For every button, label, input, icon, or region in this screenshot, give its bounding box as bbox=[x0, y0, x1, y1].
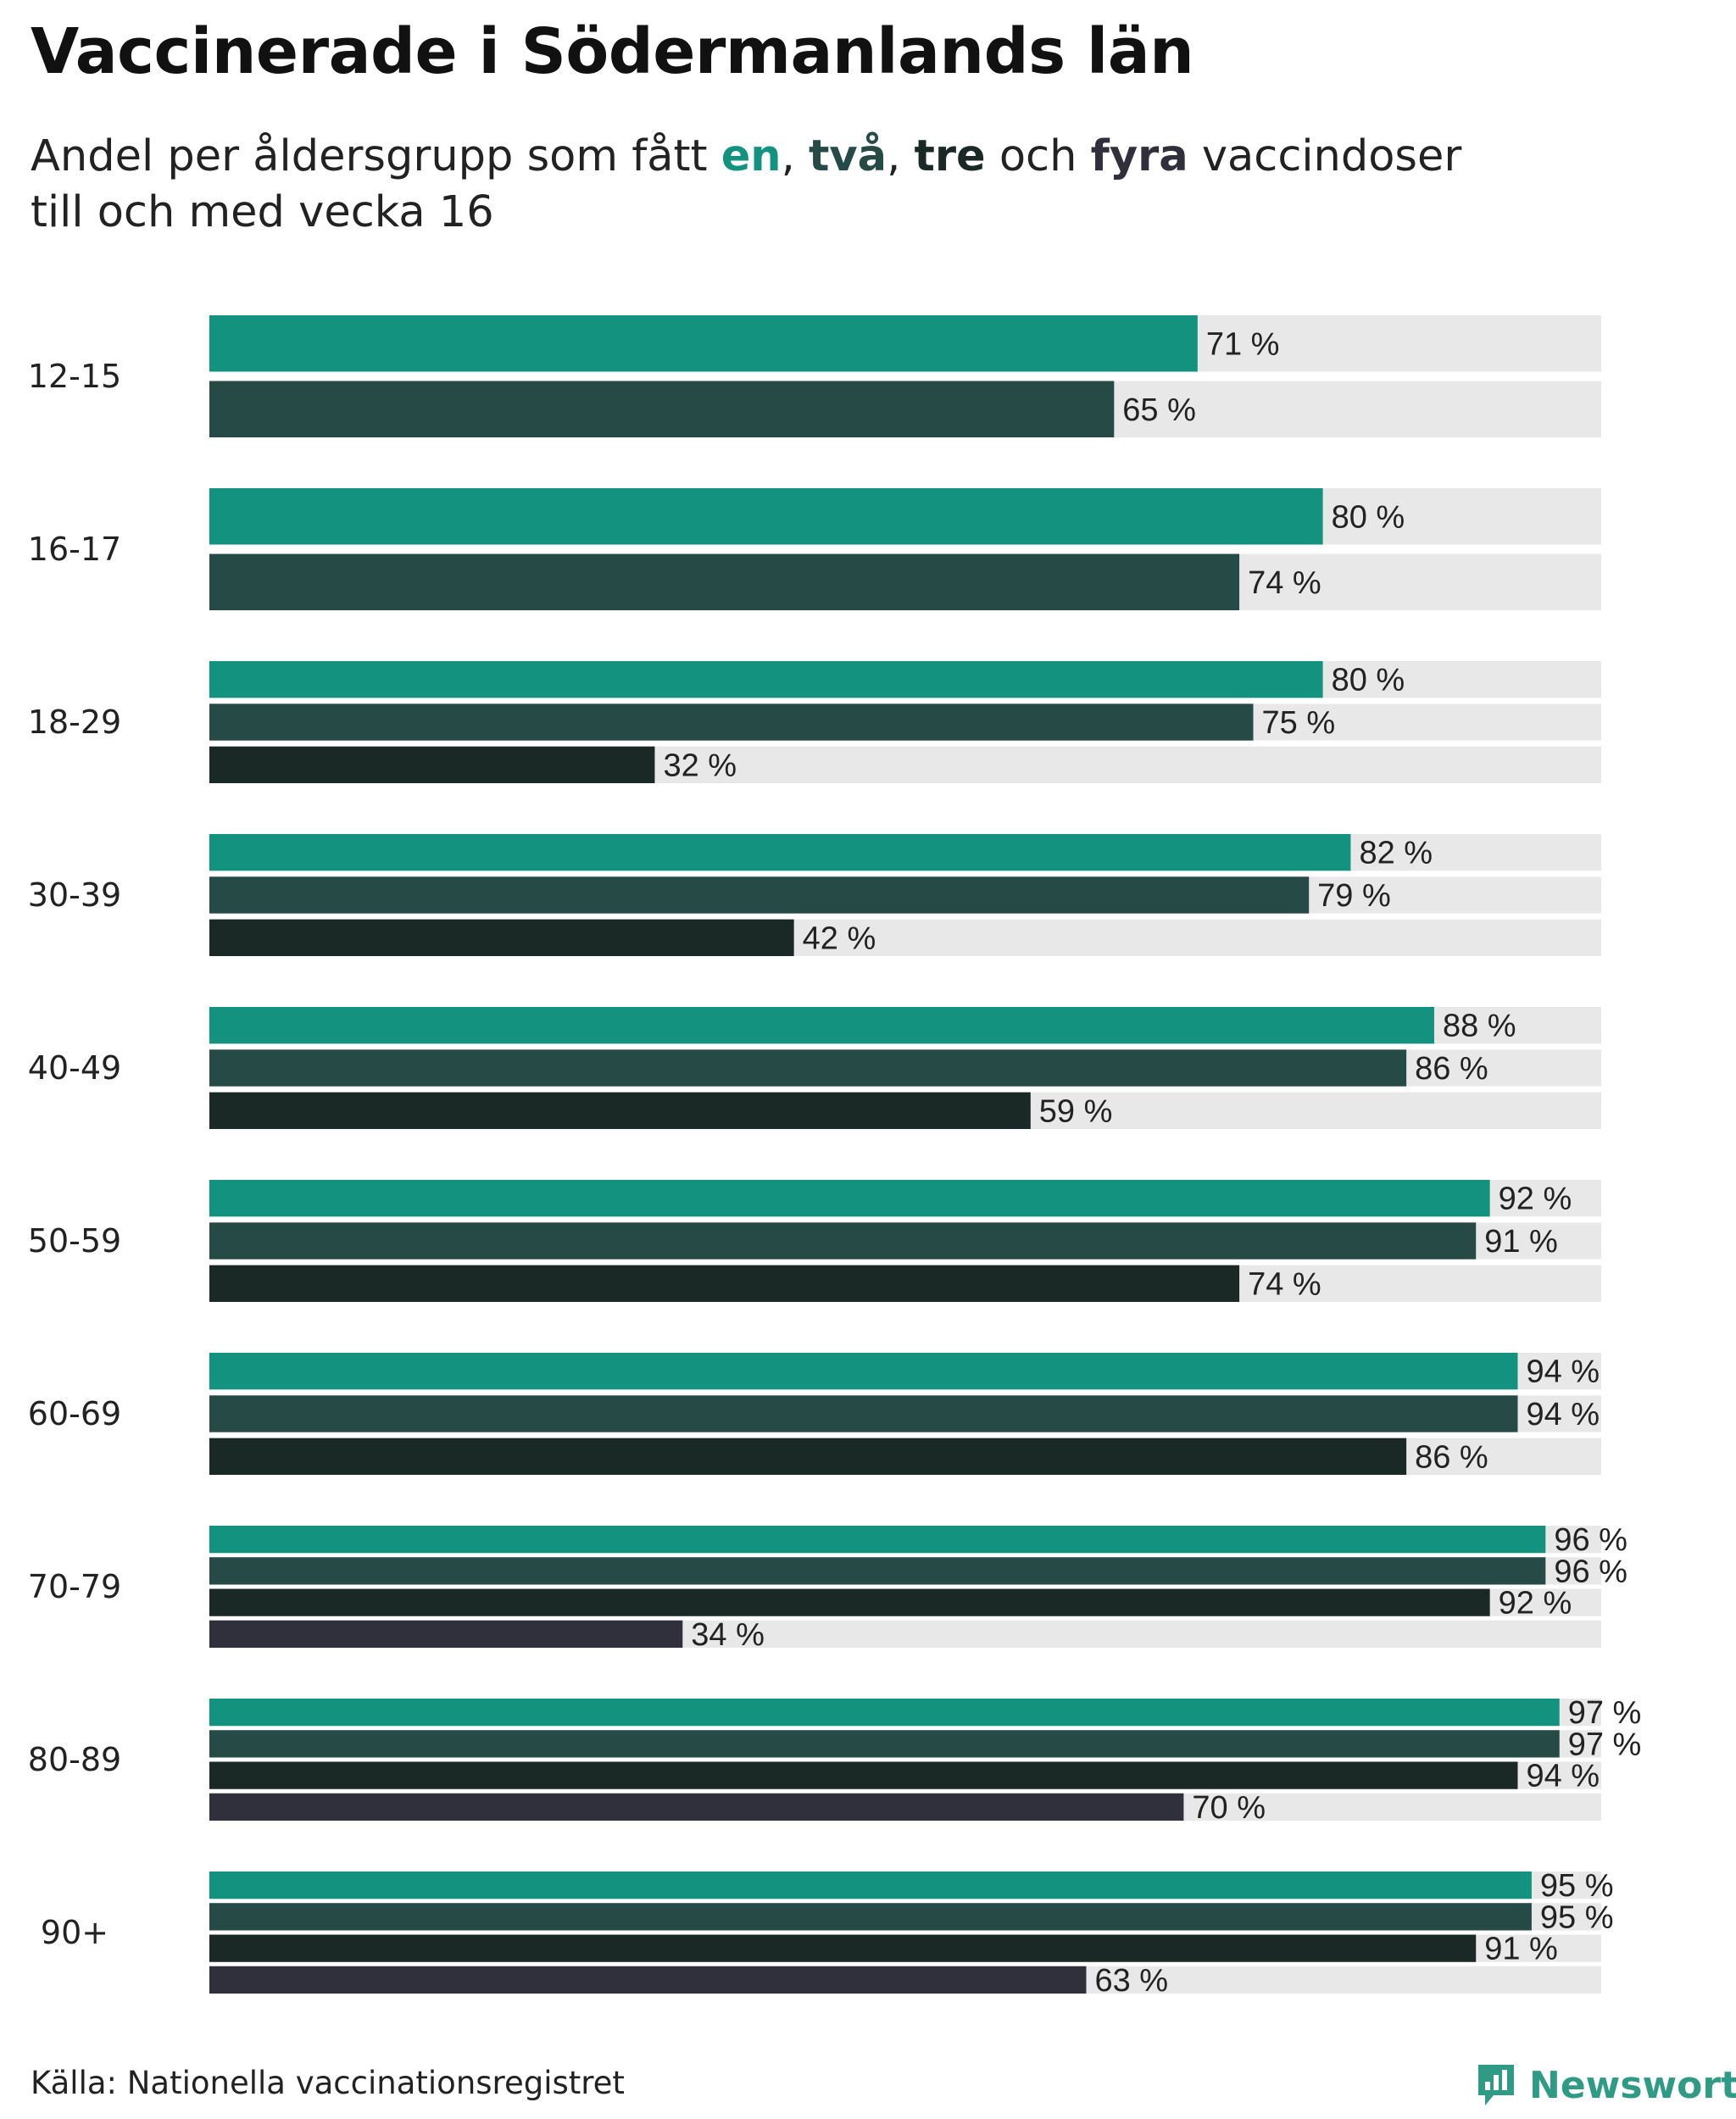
bar-dose-en bbox=[209, 315, 1198, 372]
bar-dose-två bbox=[209, 1049, 1407, 1087]
bar-dose-två bbox=[209, 553, 1240, 610]
bar-value-label: 94 % bbox=[1526, 1397, 1600, 1432]
bar-dose-en bbox=[209, 834, 1351, 871]
bar-value-label: 94 % bbox=[1526, 1354, 1600, 1390]
bar-dose-en bbox=[209, 1353, 1518, 1390]
chart-title: Vaccinerade i Södermanlands län bbox=[31, 15, 1194, 88]
bar-value-label: 74 % bbox=[1248, 565, 1321, 601]
bar-value-label: 59 % bbox=[1039, 1093, 1113, 1129]
bar-dose-en bbox=[209, 661, 1323, 698]
bar-value-label: 95 % bbox=[1540, 1899, 1614, 1935]
bar-dose-två bbox=[209, 704, 1254, 741]
bar-dose-tre bbox=[209, 1092, 1031, 1129]
bar-value-label: 96 % bbox=[1554, 1522, 1628, 1558]
bar-dose-tre bbox=[209, 919, 794, 956]
bar-value-label: 94 % bbox=[1526, 1759, 1600, 1794]
bar-value-label: 97 % bbox=[1568, 1695, 1642, 1731]
age-group-label: 18-29 bbox=[28, 704, 121, 741]
newsworthy-logo: Newsworthy bbox=[1475, 2061, 1736, 2109]
age-group-label: 30-39 bbox=[28, 876, 121, 914]
bar-dose-en bbox=[209, 1872, 1532, 1899]
bar-chart: 12-15 71 % 65 % 16-17 80 % 74 % 18-29 80 % 75 % 3… bbox=[28, 315, 1642, 1999]
bar-value-label: 75 % bbox=[1262, 705, 1336, 741]
subtitle-dose-two: två bbox=[809, 131, 887, 181]
subtitle-separator: , bbox=[781, 131, 810, 181]
bar-value-label: 95 % bbox=[1540, 1868, 1614, 1904]
age-group-label: 60-69 bbox=[28, 1395, 121, 1432]
bar-dose-två bbox=[209, 1730, 1560, 1758]
bar-value-label: 88 % bbox=[1443, 1009, 1516, 1044]
bar-dose-tre bbox=[209, 1265, 1240, 1302]
bar-dose-tre bbox=[209, 1934, 1477, 1962]
bar-dose-en bbox=[209, 1699, 1560, 1727]
bar-value-label: 42 % bbox=[803, 920, 876, 956]
bar-value-label: 91 % bbox=[1484, 1932, 1558, 1967]
bar-value-label: 71 % bbox=[1206, 326, 1280, 362]
bar-dose-två bbox=[209, 876, 1310, 914]
bar-value-label: 86 % bbox=[1415, 1051, 1488, 1087]
bar-value-label: 92 % bbox=[1499, 1182, 1572, 1217]
brand-name: Newsworthy bbox=[1529, 2063, 1736, 2107]
bar-dose-en bbox=[209, 488, 1323, 545]
age-group-label: 40-49 bbox=[28, 1049, 121, 1087]
bar-value-label: 80 % bbox=[1332, 499, 1405, 535]
newsworthy-logo-icon bbox=[1478, 2065, 1514, 2105]
chart-subtitle: Andel per åldersgrupp som fått en, två, … bbox=[31, 129, 1641, 241]
bar-dose-tre bbox=[209, 1438, 1407, 1475]
bar-dose-två bbox=[209, 1557, 1546, 1585]
bar-dose-en bbox=[209, 1526, 1546, 1554]
age-group-label: 12-15 bbox=[28, 358, 121, 395]
subtitle-dose-four: fyra bbox=[1090, 131, 1188, 181]
bar-dose-fyra bbox=[209, 1620, 683, 1648]
bar-dose-två bbox=[209, 381, 1115, 437]
bar-dose-fyra bbox=[209, 1793, 1184, 1821]
bar-dose-två bbox=[209, 1395, 1518, 1432]
bar-value-label: 97 % bbox=[1568, 1727, 1642, 1762]
subtitle-line-two: till och med vecka 16 bbox=[31, 187, 494, 237]
bar-dose-en bbox=[209, 1007, 1434, 1044]
subtitle-dose-one: en bbox=[721, 131, 782, 181]
bar-value-label: 63 % bbox=[1094, 1963, 1168, 1999]
bar-dose-tre bbox=[209, 1588, 1490, 1616]
bar-value-label: 70 % bbox=[1192, 1790, 1266, 1826]
bar-dose-en bbox=[209, 1180, 1490, 1217]
age-group-label: 16-17 bbox=[28, 531, 121, 568]
bar-value-label: 86 % bbox=[1415, 1439, 1488, 1475]
bar-value-label: 34 % bbox=[691, 1617, 765, 1653]
bar-dose-två bbox=[209, 1222, 1477, 1260]
bar-dose-fyra bbox=[209, 1966, 1087, 1994]
bar-dose-tre bbox=[209, 746, 655, 783]
bar-value-label: 79 % bbox=[1317, 878, 1391, 914]
subtitle-conjunction: och bbox=[985, 131, 1091, 181]
bar-value-label: 92 % bbox=[1499, 1586, 1572, 1621]
age-group-label: 70-79 bbox=[28, 1568, 121, 1605]
bar-value-label: 80 % bbox=[1332, 663, 1405, 698]
bar-value-label: 82 % bbox=[1359, 836, 1433, 871]
bar-value-label: 65 % bbox=[1122, 392, 1196, 428]
age-group-label: 80-89 bbox=[28, 1741, 121, 1778]
subtitle-dose-three: tre bbox=[914, 131, 986, 181]
subtitle-prefix: Andel per åldersgrupp som fått bbox=[31, 131, 721, 181]
age-group-label: 90+ bbox=[41, 1914, 108, 1951]
bar-value-label: 32 % bbox=[663, 748, 737, 783]
subtitle-separator: , bbox=[887, 131, 915, 181]
bar-dose-tre bbox=[209, 1761, 1518, 1789]
subtitle-suffix: vaccindoser bbox=[1188, 131, 1462, 181]
bar-value-label: 74 % bbox=[1248, 1266, 1321, 1302]
bar-value-label: 96 % bbox=[1554, 1554, 1628, 1589]
bar-dose-två bbox=[209, 1903, 1532, 1931]
age-group-label: 50-59 bbox=[28, 1222, 121, 1260]
source-note: Källa: Nationella vaccinationsregistret bbox=[31, 2065, 625, 2101]
bar-value-label: 91 % bbox=[1484, 1224, 1558, 1260]
